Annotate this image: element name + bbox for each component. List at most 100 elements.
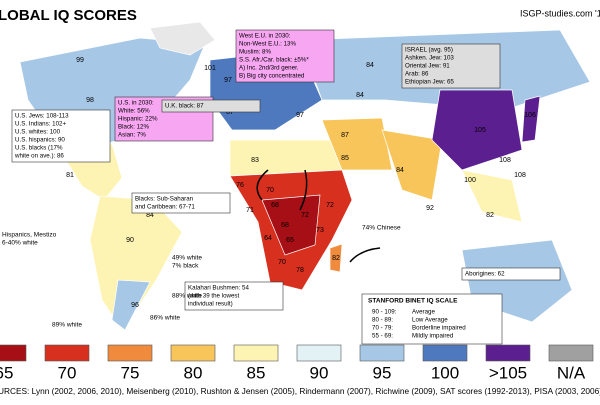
annotation-text: U.S. Jews: 108-113 bbox=[15, 113, 69, 120]
note: Hispanics, Mestizo bbox=[2, 232, 57, 239]
note: 89% white bbox=[52, 322, 82, 329]
legend-swatch bbox=[485, 344, 531, 362]
map-label: 71 bbox=[246, 207, 254, 214]
madagascar bbox=[329, 243, 343, 273]
map-label: 70 bbox=[266, 187, 274, 194]
annotation-box bbox=[184, 281, 284, 311]
scale-cell: 80 - 89: bbox=[372, 317, 393, 324]
annotation-text: Black: 12% bbox=[118, 124, 149, 131]
annotation-text: and Caribbean: 67-71 bbox=[135, 204, 195, 211]
map-label: 84 bbox=[396, 167, 404, 174]
map-label: 70 bbox=[278, 259, 286, 266]
arrow bbox=[256, 169, 269, 201]
map-label: 87 bbox=[226, 109, 234, 116]
annotation-text: Asian: 7% bbox=[118, 132, 146, 139]
map-label: 100 bbox=[464, 177, 476, 184]
middle-east bbox=[321, 117, 393, 171]
legend-label: 75 bbox=[121, 363, 140, 382]
map-label: 81 bbox=[66, 172, 74, 179]
legend-label: 85 bbox=[247, 363, 266, 382]
map-label: 84 bbox=[356, 92, 364, 99]
legend-swatch bbox=[0, 344, 27, 362]
map-label: 76 bbox=[236, 182, 244, 189]
map-label: 106 bbox=[524, 112, 536, 119]
note: 49% white bbox=[172, 255, 202, 262]
map-label: 72 bbox=[326, 202, 334, 209]
scale-cell: 90 - 109: bbox=[372, 309, 397, 316]
map-label: 96 bbox=[131, 302, 139, 309]
map-label: 82 bbox=[486, 212, 494, 219]
map-label: 108 bbox=[514, 172, 526, 179]
annotation-text: Aborigines: 62 bbox=[465, 271, 505, 278]
annotation-text: Kalahari Bushmen: 54 bbox=[188, 285, 249, 292]
annotation-box bbox=[11, 109, 111, 163]
annotation-text: U.K. black: 87 bbox=[165, 103, 204, 110]
legend-swatch bbox=[359, 344, 405, 362]
map-label: 73 bbox=[316, 227, 324, 234]
map-label: 98 bbox=[86, 97, 94, 104]
legend-label: >105 bbox=[489, 363, 527, 382]
map-label: 85 bbox=[341, 155, 349, 162]
central-africa bbox=[261, 194, 321, 256]
legend-label: 65 bbox=[0, 363, 13, 382]
map-label: 108 bbox=[499, 157, 511, 164]
annotation-text: Oriental Jew: 91 bbox=[405, 63, 450, 70]
annotation-text: Ethiopian Jew: 65 bbox=[405, 79, 454, 86]
map-label: 84 bbox=[366, 62, 374, 69]
annotation-text: individual result) bbox=[188, 301, 233, 308]
scale-cell: Borderline impaired bbox=[412, 325, 466, 332]
map-label: 68 bbox=[281, 222, 289, 229]
annotation-text: U.S. hispanics: 90 bbox=[15, 137, 65, 144]
legend-label: 95 bbox=[373, 363, 392, 382]
map-label: 101 bbox=[204, 65, 216, 72]
southeast-asia bbox=[461, 169, 523, 223]
map-label: 84 bbox=[146, 212, 154, 219]
scale-title: STANFORD BINET IQ SCALE bbox=[368, 298, 458, 305]
map-label: 64 bbox=[264, 235, 272, 242]
annotation-box bbox=[235, 29, 335, 83]
annotation-text: Muslim: 8% bbox=[239, 49, 271, 56]
scale-cell: Average bbox=[412, 309, 435, 316]
map-label: 99 bbox=[76, 57, 84, 64]
map-label: 68 bbox=[271, 202, 279, 209]
southern-cone bbox=[111, 279, 151, 331]
greenland bbox=[149, 21, 216, 56]
map-label: 65 bbox=[286, 237, 294, 244]
annotation-text: white on ave.): 86 bbox=[14, 153, 64, 160]
map-label: 78 bbox=[296, 267, 304, 274]
map-label: 72 bbox=[301, 212, 309, 219]
annotation-text: White: 56% bbox=[118, 108, 150, 115]
annotation-box bbox=[461, 267, 561, 281]
note: 86% white bbox=[150, 315, 180, 322]
annotation-box bbox=[161, 99, 261, 113]
legend-swatch bbox=[296, 344, 342, 362]
annotation-text: U.S. Indians: 102+ bbox=[15, 121, 66, 128]
arrow bbox=[349, 247, 381, 263]
annotation-text: B) Big city concentrated bbox=[239, 73, 305, 80]
annotation-text: Blacks: Sub-Saharan bbox=[135, 196, 194, 203]
legend-label: 70 bbox=[58, 363, 77, 382]
map-label: 97 bbox=[296, 112, 304, 119]
legend-swatch bbox=[548, 344, 594, 362]
note: 74% Chinese bbox=[362, 225, 401, 232]
annotation-text: Arab: 86 bbox=[405, 71, 429, 78]
map-label: 105 bbox=[474, 127, 486, 134]
annotation-box bbox=[401, 43, 501, 89]
annotation-text: U.S. blacks (17% bbox=[15, 145, 63, 152]
map-label: 97 bbox=[224, 77, 232, 84]
sources: URCES: Lynn (2002, 2006, 2010), Meisenbe… bbox=[0, 386, 600, 396]
site: ISGP-studies.com '1 bbox=[520, 8, 600, 18]
annotation-text: (with 39 the lowest bbox=[188, 293, 240, 300]
annotation-text: S.S. Afr./Car. black: ±5%* bbox=[239, 57, 309, 64]
map-label: 90 bbox=[126, 237, 134, 244]
legend-swatch bbox=[107, 344, 153, 362]
south-asia bbox=[381, 129, 443, 201]
annotation-text: Hispanic: 22% bbox=[118, 116, 158, 123]
note: 88% white bbox=[172, 293, 202, 300]
scale-cell: Low Average bbox=[412, 317, 448, 324]
note: 6-40% white bbox=[2, 240, 38, 247]
map-label: 83 bbox=[251, 157, 259, 164]
world-map bbox=[19, 21, 591, 331]
annotation-text: Ashken. Jew: 103 bbox=[405, 55, 454, 62]
